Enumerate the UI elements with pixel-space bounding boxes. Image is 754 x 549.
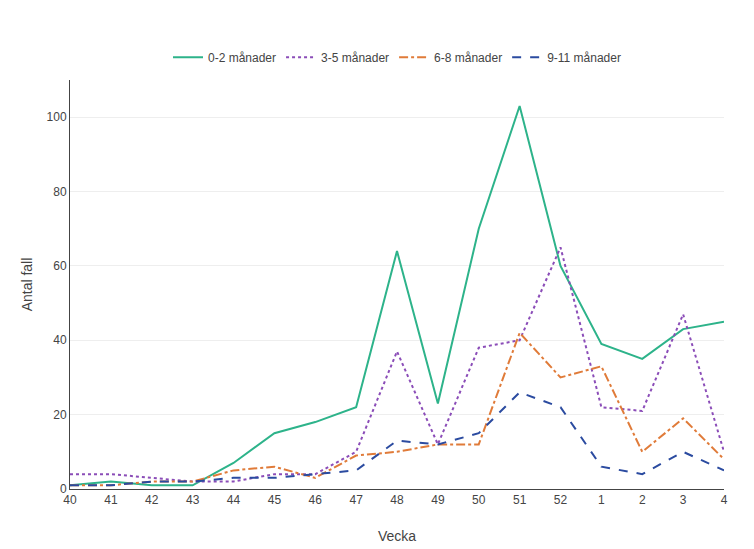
svg-text:45: 45	[268, 493, 282, 507]
svg-text:60: 60	[53, 259, 67, 273]
svg-text:0-2 månader: 0-2 månader	[208, 51, 276, 65]
svg-text:46: 46	[309, 493, 323, 507]
svg-text:40: 40	[53, 333, 67, 347]
svg-text:49: 49	[431, 493, 445, 507]
svg-text:51: 51	[513, 493, 527, 507]
svg-text:1: 1	[598, 493, 605, 507]
svg-text:3: 3	[680, 493, 687, 507]
svg-text:80: 80	[53, 185, 67, 199]
svg-text:3-5 månader: 3-5 månader	[321, 51, 389, 65]
svg-text:48: 48	[390, 493, 404, 507]
svg-text:Antal fall: Antal fall	[19, 258, 35, 312]
svg-text:6-8 månader: 6-8 månader	[434, 51, 502, 65]
svg-text:47: 47	[349, 493, 363, 507]
svg-text:43: 43	[186, 493, 200, 507]
svg-text:44: 44	[227, 493, 241, 507]
svg-text:4: 4	[721, 493, 728, 507]
svg-text:Vecka: Vecka	[378, 528, 416, 544]
svg-text:50: 50	[472, 493, 486, 507]
svg-text:9-11 månader: 9-11 månader	[547, 51, 621, 65]
svg-text:40: 40	[63, 493, 77, 507]
svg-text:42: 42	[145, 493, 159, 507]
svg-text:0: 0	[60, 482, 67, 496]
svg-text:2: 2	[639, 493, 646, 507]
svg-text:20: 20	[53, 408, 67, 422]
svg-text:100: 100	[47, 110, 67, 124]
svg-text:52: 52	[554, 493, 568, 507]
svg-text:41: 41	[104, 493, 118, 507]
